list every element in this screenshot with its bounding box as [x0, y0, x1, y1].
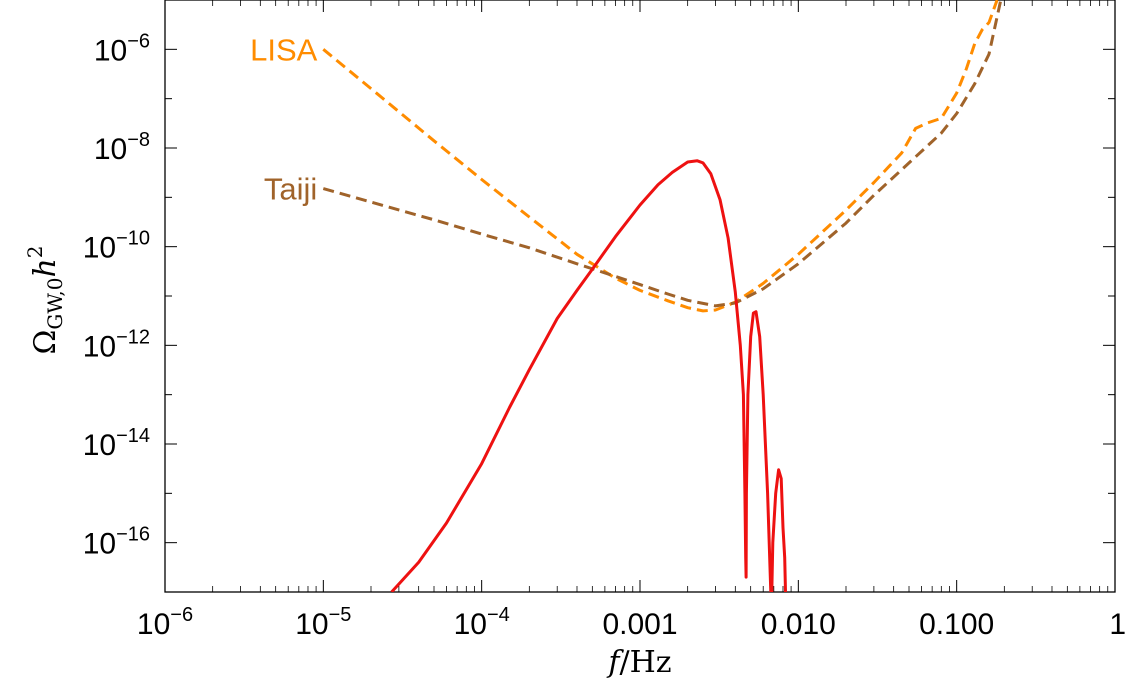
x-tick-label: 0.010	[761, 608, 836, 641]
lisa-label: LISA	[250, 32, 318, 67]
y-tick-labels: 10−16 10−14 10−12 10−10 10−8 10−6	[83, 30, 150, 560]
x-tick-label: 10−4	[454, 604, 510, 641]
x-axis-label: f/Hz	[606, 645, 671, 680]
y-axis-label: ΩGW,0h2	[23, 245, 67, 354]
y-tick-label: 10−6	[94, 30, 150, 67]
x-tick-label: 10−5	[295, 604, 351, 641]
y-tick-label: 10−14	[83, 425, 150, 462]
series-layer	[322, 0, 1003, 592]
major-ticks	[164, 0, 1116, 593]
y-axis-label-tail: h	[28, 258, 63, 277]
y-axis-label-base: Ω	[28, 330, 63, 355]
minor-ticks	[212, 0, 1109, 592]
y-tick-label: 10−10	[83, 228, 150, 265]
x-tick-label: 10−6	[137, 604, 193, 641]
signal-spectrum-curve	[390, 159, 787, 592]
y-axis-label-sup: 2	[23, 245, 47, 258]
y-tick-label: 10−8	[94, 129, 150, 166]
lisa-sensitivity-curve	[322, 0, 999, 313]
svg-text:ΩGW,0h2: ΩGW,0h2	[23, 245, 67, 354]
y-axis-label-sub: GW,0	[43, 278, 67, 330]
taiji-sensitivity-curve	[322, 0, 1003, 308]
annotation-layer: LISA Taiji	[250, 32, 318, 206]
x-tick-label: 0.001	[602, 608, 677, 641]
taiji-label: Taiji	[264, 172, 317, 207]
x-tick-label: 1	[1109, 608, 1126, 641]
x-tick-labels: 10−6 10−5 10−4 0.001 0.010 0.100 1	[137, 604, 1126, 641]
x-axis-label-rest: /Hz	[620, 645, 672, 680]
y-tick-label: 10−16	[83, 524, 150, 561]
y-tick-label: 10−12	[83, 326, 150, 363]
x-tick-label: 0.100	[919, 608, 994, 641]
